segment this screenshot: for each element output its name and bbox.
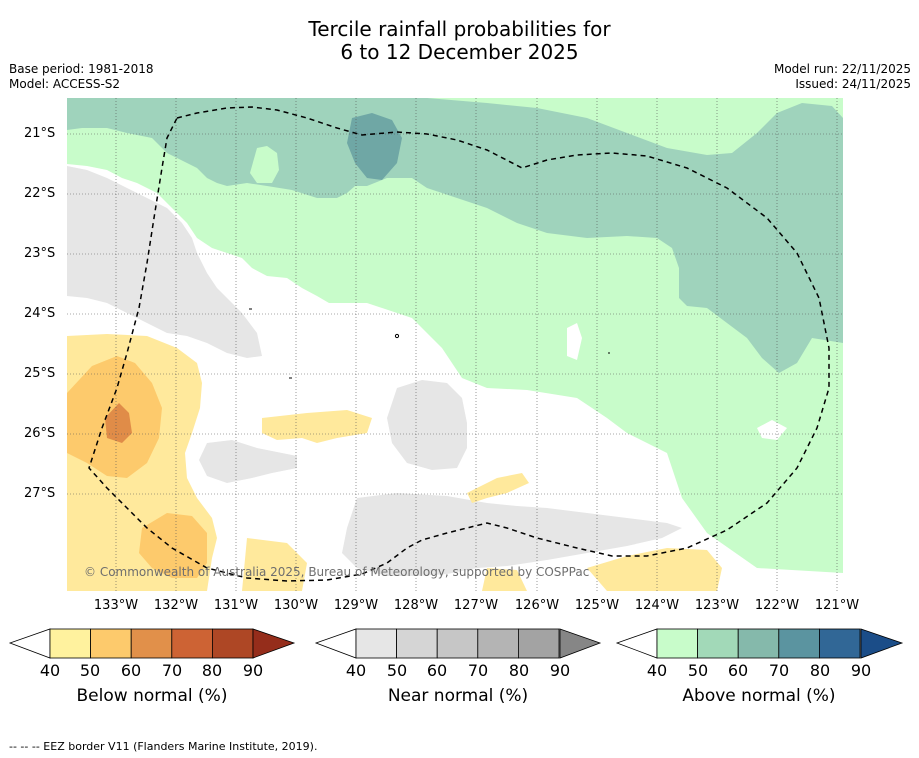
ocean-hole — [757, 420, 787, 440]
above-normal-60-region — [347, 113, 402, 180]
above-colorbar-segment-60 — [737, 628, 780, 659]
map-svg — [67, 98, 843, 591]
colorbars-svg — [8, 628, 904, 659]
longitude-gridlines — [115, 98, 838, 591]
below-colorbar-segment-50 — [90, 628, 132, 659]
above-max-extension — [860, 628, 904, 659]
lon-label-126w: 126°W — [514, 598, 560, 613]
model-name: Model: ACCESS-S2 — [9, 77, 121, 91]
above-tick-40: 40 — [646, 661, 668, 680]
near-tick-80: 80 — [508, 661, 530, 680]
lat-label-22s: 22°S — [24, 186, 56, 201]
below-tick-80: 80 — [201, 661, 223, 680]
meta-left: Base period: 1981-2018 Model: ACCESS-S2 — [9, 62, 154, 92]
near-min-extension — [314, 628, 357, 659]
map-panel — [67, 98, 843, 591]
base-period: Base period: 1981-2018 — [9, 62, 154, 76]
lon-label-121w: 121°W — [814, 598, 860, 613]
lon-label-130w: 130°W — [273, 598, 319, 613]
near-max-extension — [559, 628, 602, 659]
model-run: Model run: 22/11/2025 — [773, 62, 911, 76]
near-tick-60: 60 — [426, 661, 448, 680]
above-colorbar-segment-80 — [819, 628, 861, 659]
above-tick-80: 80 — [809, 661, 831, 680]
near-tick-70: 70 — [467, 661, 489, 680]
above-normal-colorbar — [615, 628, 904, 659]
above-normal-title: Above normal (%) — [682, 686, 836, 706]
below-tick-60: 60 — [120, 661, 142, 680]
near-normal-region-center — [387, 380, 467, 470]
lat-label-24s: 24°S — [24, 306, 56, 321]
lat-label-25s: 25°S — [24, 366, 56, 381]
below-normal-40-region-south-east — [467, 473, 529, 503]
below-max-extension — [252, 628, 296, 659]
below-tick-70: 70 — [161, 661, 183, 680]
near-colorbar-segment-50 — [396, 628, 438, 659]
near-normal-colorbar — [314, 628, 602, 659]
island-markers — [249, 308, 610, 379]
eez-footer-note: -- -- -- EEZ border V11 (Flanders Marine… — [9, 740, 318, 753]
below-normal-40-region-center — [262, 410, 372, 443]
below-normal-colorbar — [8, 628, 296, 659]
below-normal-40-region-bottom — [242, 538, 307, 591]
lon-label-129w: 129°W — [333, 598, 379, 613]
above-normal-40-inner — [337, 186, 437, 288]
title-line-2: 6 to 12 December 2025 — [340, 40, 579, 64]
below-tick-90: 90 — [242, 661, 264, 680]
lat-label-27s: 27°S — [24, 486, 56, 501]
lon-label-131w: 131°W — [213, 598, 259, 613]
above-colorbar-segment-40 — [656, 628, 698, 659]
near-normal-region-west — [67, 166, 262, 358]
above-min-extension — [615, 628, 658, 659]
near-normal-region-south — [342, 493, 682, 576]
lon-label-125w: 125°W — [574, 598, 620, 613]
near-colorbar-segment-70 — [477, 628, 519, 659]
meta-right: Model run: 22/11/2025 Issued: 24/11/2025 — [774, 62, 911, 92]
below-colorbar-segment-40 — [49, 628, 91, 659]
near-colorbar-segment-60 — [436, 628, 479, 659]
near-colorbar-segment-80 — [518, 628, 560, 659]
near-tick-40: 40 — [345, 661, 367, 680]
near-tick-90: 90 — [549, 661, 571, 680]
below-colorbar-segment-70 — [171, 628, 213, 659]
below-normal-50-region-south — [139, 513, 207, 578]
near-colorbar-segment-40 — [355, 628, 397, 659]
above-colorbar-segment-70 — [778, 628, 820, 659]
lon-label-133w: 133°W — [93, 598, 139, 613]
near-normal-region-left — [199, 440, 297, 483]
lon-label-123w: 123°W — [694, 598, 740, 613]
lon-label-132w: 132°W — [153, 598, 199, 613]
below-normal-40-region-south — [587, 548, 722, 591]
below-normal-40-region-bottom-mid — [482, 568, 527, 591]
below-tick-40: 40 — [39, 661, 61, 680]
lon-label-128w: 128°W — [393, 598, 439, 613]
above-colorbar-segment-50 — [697, 628, 739, 659]
below-min-extension — [8, 628, 51, 659]
below-colorbar-segment-60 — [130, 628, 173, 659]
issued-date: Issued: 24/11/2025 — [795, 77, 911, 91]
chart-title: Tercile rainfall probabilities for 6 to … — [0, 18, 919, 64]
eez-border — [88, 106, 830, 582]
above-tick-90: 90 — [850, 661, 872, 680]
lon-label-124w: 124°W — [634, 598, 680, 613]
below-tick-50: 50 — [79, 661, 101, 680]
above-tick-60: 60 — [727, 661, 749, 680]
below-normal-title: Below normal (%) — [76, 686, 228, 706]
ocean-hole-2 — [567, 323, 582, 360]
near-tick-50: 50 — [386, 661, 408, 680]
below-colorbar-segment-80 — [211, 628, 254, 659]
lon-label-122w: 122°W — [754, 598, 800, 613]
above-tick-70: 70 — [768, 661, 790, 680]
lat-label-23s: 23°S — [24, 246, 56, 261]
map-credit: © Commonwealth of Australia 2025, Bureau… — [84, 565, 590, 579]
lon-label-127w: 127°W — [453, 598, 499, 613]
lat-label-26s: 26°S — [24, 426, 56, 441]
above-normal-40-spot — [250, 146, 279, 183]
above-tick-50: 50 — [687, 661, 709, 680]
title-line-1: Tercile rainfall probabilities for — [308, 17, 611, 41]
near-normal-title: Near normal (%) — [387, 686, 529, 706]
latitude-gridlines — [67, 133, 843, 495]
below-normal-60-region — [105, 403, 132, 443]
lat-label-21s: 21°S — [24, 126, 56, 141]
